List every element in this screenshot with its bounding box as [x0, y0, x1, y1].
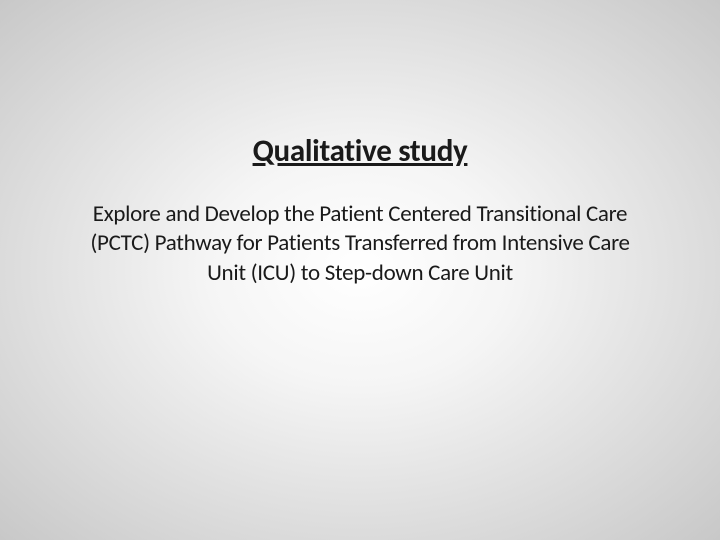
slide-container: Qualitative study Explore and Develop th…	[0, 0, 720, 540]
slide-subtitle: Explore and Develop the Patient Centered…	[65, 200, 655, 288]
slide-title: Qualitative study	[253, 132, 468, 170]
